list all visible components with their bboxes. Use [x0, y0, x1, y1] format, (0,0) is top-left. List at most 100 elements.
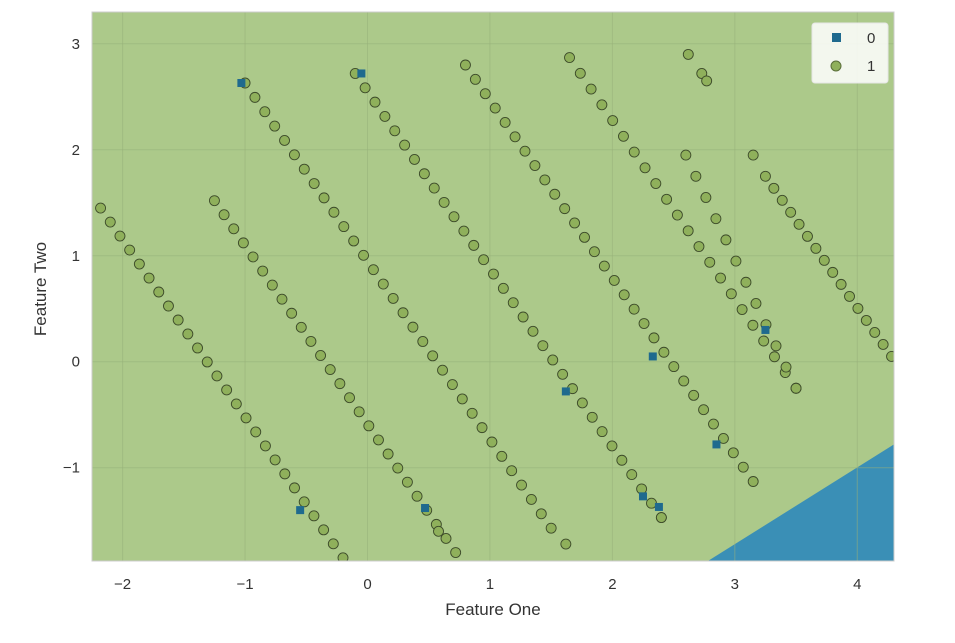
class-1-point	[337, 552, 349, 561]
class-1-point	[648, 332, 660, 344]
class-1-point	[802, 230, 813, 242]
class-1-point	[427, 350, 439, 362]
class-1-point	[353, 406, 365, 418]
class-1-point	[348, 235, 360, 247]
class-1-point	[708, 418, 719, 430]
class-1-point	[618, 130, 629, 142]
class-1-point	[535, 508, 547, 520]
class-1-point	[211, 370, 223, 382]
class-1-point	[418, 168, 430, 180]
class-1-point	[793, 218, 805, 230]
class-1-point	[373, 434, 384, 446]
y-tick-label: 3	[72, 36, 80, 53]
class-1-point	[269, 454, 281, 466]
class-1-point	[308, 510, 320, 522]
class-1-point	[730, 255, 742, 267]
class-1-point	[704, 256, 716, 268]
class-1-point	[389, 125, 401, 137]
class-1-point	[559, 203, 571, 215]
class-1-point	[279, 134, 291, 146]
class-1-point	[298, 496, 310, 508]
class-1-point	[328, 206, 340, 218]
class-1-point	[569, 217, 581, 229]
class-1-point	[363, 420, 375, 432]
class-1-point	[696, 68, 708, 79]
class-1-point	[537, 340, 549, 352]
class-1-point	[626, 469, 638, 481]
class-1-point	[545, 522, 557, 534]
class-1-point	[279, 468, 291, 480]
class-1-point	[668, 361, 680, 373]
x-tick-label: 1	[486, 576, 494, 593]
class-1-point	[218, 209, 230, 221]
class-1-point	[324, 364, 336, 375]
legend-label-1: 1	[867, 58, 875, 75]
class-1-point	[318, 192, 330, 204]
class-1-point	[114, 230, 126, 242]
class-0-point	[561, 387, 570, 396]
class-1-point	[586, 411, 598, 423]
class-1-point	[458, 225, 470, 237]
class-1-point	[780, 361, 792, 373]
class-1-point	[489, 102, 501, 114]
class-1-point	[616, 454, 628, 466]
class-1-point	[289, 482, 300, 494]
class-1-point	[700, 192, 712, 203]
class-1-point	[250, 426, 262, 438]
class-1-point	[639, 162, 651, 174]
class-1-point	[240, 412, 252, 424]
class-1-point	[607, 115, 619, 127]
class-1-point	[557, 368, 569, 380]
class-1-point	[476, 422, 488, 434]
class-1-point	[747, 319, 759, 331]
class-1-point	[334, 378, 346, 390]
class-1-point	[478, 254, 490, 266]
class-1-point	[124, 244, 136, 256]
class-1-point	[228, 223, 240, 235]
class-1-point	[201, 356, 213, 368]
y-tick-label: 0	[72, 354, 80, 371]
class-1-point	[517, 311, 529, 323]
class-1-point	[496, 450, 508, 462]
legend-label-0: 0	[867, 30, 875, 47]
class-1-point	[770, 340, 782, 352]
class-1-point	[298, 163, 310, 175]
class-1-point	[769, 351, 780, 363]
class-1-point	[295, 321, 307, 333]
y-tick-label: 2	[72, 142, 80, 159]
plot-area	[91, 11, 895, 562]
class-1-point	[379, 110, 391, 122]
class-1-point	[387, 292, 399, 304]
class-1-point	[717, 432, 729, 444]
class-1-point	[608, 274, 620, 286]
class-1-point	[344, 392, 355, 404]
class-1-point	[230, 398, 242, 410]
x-tick-label: 2	[608, 576, 616, 593]
class-1-point	[588, 246, 600, 258]
class-1-point	[628, 146, 640, 158]
class-1-point	[221, 384, 233, 396]
class-1-point	[560, 538, 572, 550]
class-1-point	[308, 178, 320, 189]
class-1-point	[860, 314, 872, 326]
class-1-point	[468, 239, 480, 251]
class-1-point	[682, 225, 694, 237]
class-1-point	[269, 120, 281, 132]
legend-box	[811, 22, 889, 84]
class-1-point	[318, 524, 330, 536]
class-1-region	[92, 12, 894, 561]
class-1-point	[758, 335, 770, 347]
class-1-point	[785, 206, 797, 218]
y-tick-label: 1	[72, 248, 80, 265]
class-1-point	[247, 251, 259, 263]
class-0-point	[654, 502, 663, 511]
y-tick-label: −1	[63, 460, 80, 477]
class-1-point	[440, 532, 452, 544]
class-1-point	[208, 195, 220, 207]
class-1-point	[305, 335, 317, 347]
class-1-point	[596, 99, 608, 111]
class-1-point	[740, 276, 752, 288]
class-1-point	[104, 216, 116, 228]
class-1-point	[710, 213, 722, 225]
class-1-point	[827, 266, 839, 278]
